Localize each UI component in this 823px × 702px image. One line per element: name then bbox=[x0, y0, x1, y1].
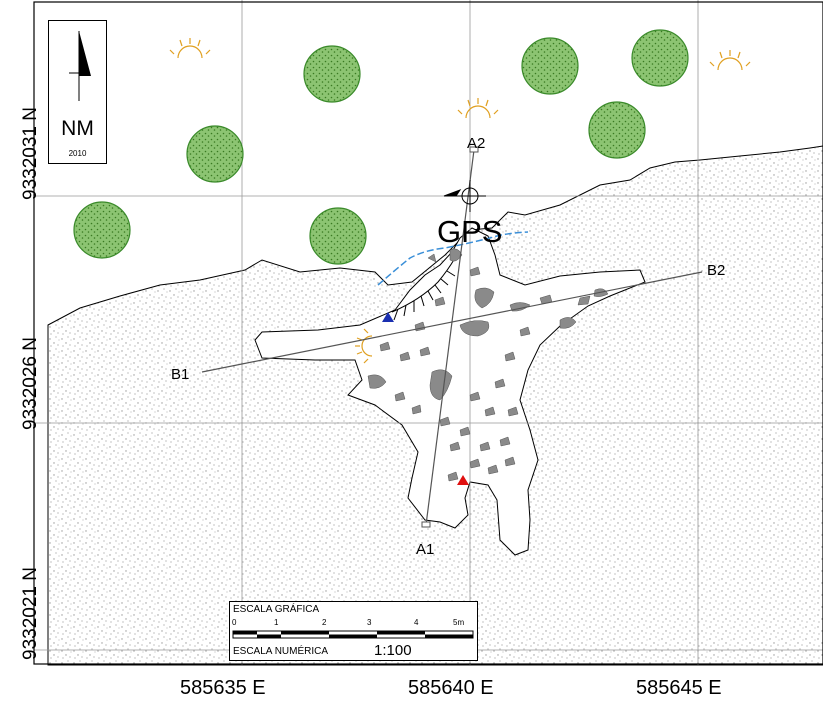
tree-icon bbox=[303, 45, 361, 103]
tree-icon bbox=[309, 207, 367, 265]
tree-icons bbox=[73, 29, 689, 265]
red-marker-icon bbox=[457, 475, 469, 485]
profile-line-a bbox=[425, 149, 475, 526]
tree-icon bbox=[521, 37, 579, 95]
gps-label: GPS bbox=[437, 214, 503, 249]
scale-tick: 0 bbox=[232, 618, 237, 627]
profile-lines bbox=[201, 149, 703, 526]
tree-icon bbox=[631, 29, 689, 87]
north-arrow-panel: NM 2010 bbox=[48, 20, 107, 164]
easting-label: 585635 E bbox=[180, 677, 266, 699]
rock-fragments bbox=[367, 248, 609, 482]
excavation-area bbox=[254, 227, 646, 556]
north-arrow-icon bbox=[69, 31, 91, 101]
scale-panel: ESCALA GRÁFICA 0 1 2 3 4 5m ESCALA NUMÉR… bbox=[229, 601, 478, 661]
scale-tick: 2 bbox=[322, 618, 327, 627]
northing-label: 9332031 N bbox=[20, 107, 41, 200]
sun-icon bbox=[709, 50, 751, 71]
sun-icon bbox=[457, 98, 499, 119]
scale-bar bbox=[232, 630, 474, 639]
northing-label: 9332026 N bbox=[20, 337, 41, 430]
escarpment-symbol bbox=[391, 257, 456, 321]
sun-icons bbox=[169, 38, 751, 364]
profile-end-markers bbox=[421, 146, 479, 528]
easting-label: 585640 E bbox=[408, 677, 494, 699]
blue-marker-icon bbox=[382, 312, 394, 322]
scale-tick: 4 bbox=[414, 618, 419, 627]
scale-tick: 5m bbox=[453, 618, 465, 627]
numeric-scale-value: 1:100 bbox=[374, 642, 412, 659]
scale-tick: 3 bbox=[367, 618, 372, 627]
northing-label: 9332021 N bbox=[20, 567, 41, 660]
north-label: NM bbox=[61, 117, 94, 140]
gps-target-icon bbox=[443, 180, 486, 212]
tree-icon bbox=[588, 101, 646, 159]
tree-icon bbox=[186, 125, 244, 183]
north-year: 2010 bbox=[68, 149, 87, 158]
numeric-scale-label: ESCALA NUMÉRICA bbox=[233, 646, 329, 657]
profile-label-a1: A1 bbox=[416, 541, 435, 558]
profile-label-b1: B1 bbox=[171, 366, 190, 383]
profile-label-a2: A2 bbox=[467, 135, 486, 152]
scale-title: ESCALA GRÁFICA bbox=[233, 604, 320, 615]
sun-icon bbox=[169, 38, 211, 59]
water-line bbox=[377, 231, 529, 286]
scale-tick: 1 bbox=[274, 618, 279, 627]
easting-label: 585645 E bbox=[636, 677, 722, 699]
profile-line-b bbox=[201, 271, 703, 373]
profile-label-b2: B2 bbox=[707, 262, 726, 279]
tree-icon bbox=[73, 201, 131, 259]
